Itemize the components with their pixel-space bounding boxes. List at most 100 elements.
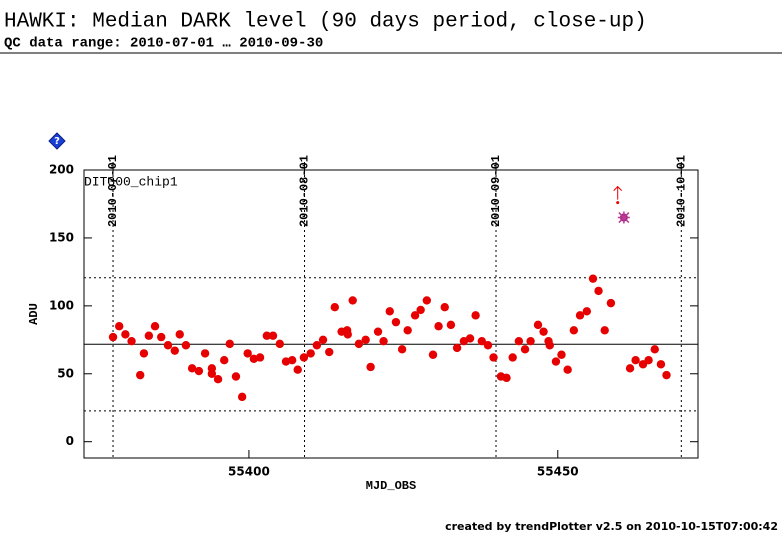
point bbox=[489, 353, 498, 362]
y-tick-label: 100 bbox=[49, 298, 74, 312]
point bbox=[255, 353, 265, 362]
point bbox=[471, 311, 480, 320]
help-icon: ? bbox=[54, 136, 60, 147]
plot-frame bbox=[83, 169, 699, 459]
point bbox=[403, 326, 412, 335]
x-tick-label: 55400 bbox=[228, 465, 270, 479]
point bbox=[582, 307, 592, 316]
point bbox=[514, 336, 524, 346]
point bbox=[416, 305, 425, 315]
point bbox=[483, 341, 493, 350]
x-tick-label: 55450 bbox=[537, 465, 579, 479]
point bbox=[631, 355, 640, 365]
point bbox=[213, 375, 223, 384]
y-tick-label: 200 bbox=[49, 163, 74, 177]
point bbox=[644, 355, 653, 365]
point bbox=[312, 341, 322, 350]
point bbox=[366, 362, 375, 372]
point bbox=[361, 335, 370, 345]
point bbox=[108, 332, 118, 342]
point bbox=[194, 366, 204, 376]
point bbox=[588, 274, 598, 283]
point bbox=[440, 303, 449, 312]
point bbox=[330, 303, 339, 312]
point bbox=[268, 331, 278, 340]
point bbox=[299, 353, 309, 362]
point bbox=[187, 364, 197, 373]
point bbox=[163, 341, 173, 350]
point bbox=[650, 345, 659, 354]
point bbox=[600, 326, 609, 335]
point bbox=[557, 350, 566, 359]
point bbox=[127, 336, 136, 346]
point bbox=[181, 341, 191, 350]
point bbox=[551, 357, 561, 366]
point bbox=[391, 317, 401, 327]
point bbox=[325, 347, 334, 357]
point bbox=[625, 364, 635, 373]
point bbox=[563, 365, 572, 374]
date-tick-label: 2010-10-01 bbox=[674, 155, 688, 227]
panel-label: DIT300_chip1 bbox=[84, 174, 178, 189]
point bbox=[606, 298, 616, 308]
point bbox=[452, 343, 462, 353]
point bbox=[385, 307, 394, 316]
x-axis-label: MJD_OBS bbox=[366, 479, 416, 493]
point bbox=[373, 327, 383, 336]
help-icon-shape bbox=[48, 132, 66, 150]
point bbox=[243, 349, 252, 358]
point bbox=[533, 320, 543, 330]
point bbox=[175, 330, 184, 339]
point bbox=[318, 335, 328, 345]
point bbox=[662, 370, 671, 380]
point bbox=[520, 345, 530, 354]
point bbox=[293, 365, 302, 374]
point bbox=[275, 339, 285, 349]
point bbox=[569, 326, 579, 335]
footer: created by trendPlotter v2.5 on 2010-10-… bbox=[445, 520, 778, 533]
point bbox=[220, 355, 229, 365]
point bbox=[262, 331, 272, 340]
out-of-range-arrow bbox=[613, 185, 623, 205]
point bbox=[594, 286, 603, 296]
chart-subtitle: QC data range: 2010-07-01 … 2010-09-30 bbox=[4, 36, 323, 52]
point bbox=[379, 336, 388, 346]
point bbox=[139, 349, 149, 358]
point bbox=[575, 311, 585, 320]
point bbox=[170, 346, 180, 355]
point bbox=[502, 373, 511, 383]
y-tick-label: 50 bbox=[57, 366, 74, 380]
point bbox=[446, 320, 456, 330]
point bbox=[200, 349, 210, 358]
point bbox=[136, 370, 145, 380]
point bbox=[207, 369, 217, 378]
date-tick-label: 2010-07-01 bbox=[106, 155, 120, 227]
point bbox=[477, 336, 487, 346]
point bbox=[237, 392, 247, 402]
y-tick-label: 150 bbox=[49, 230, 74, 244]
point bbox=[225, 339, 234, 349]
date-tick-label: 2010-09-01 bbox=[489, 155, 503, 227]
point bbox=[157, 332, 166, 342]
y-axis-label: ADU bbox=[27, 303, 41, 325]
point bbox=[121, 330, 130, 339]
point bbox=[348, 296, 357, 305]
point bbox=[428, 350, 438, 359]
point bbox=[410, 311, 420, 320]
point bbox=[545, 341, 554, 350]
point bbox=[144, 331, 154, 340]
point bbox=[115, 322, 124, 331]
point bbox=[397, 345, 407, 354]
point bbox=[343, 330, 352, 339]
point bbox=[231, 372, 241, 381]
point bbox=[354, 339, 364, 349]
point bbox=[539, 327, 548, 336]
point bbox=[434, 322, 443, 331]
point bbox=[422, 296, 432, 305]
point bbox=[508, 353, 517, 362]
point bbox=[306, 349, 315, 358]
date-tick-label: 2010-08-01 bbox=[298, 155, 312, 227]
point bbox=[656, 360, 666, 369]
chart-title: HAWKI: Median DARK level (90 days period… bbox=[4, 11, 647, 34]
